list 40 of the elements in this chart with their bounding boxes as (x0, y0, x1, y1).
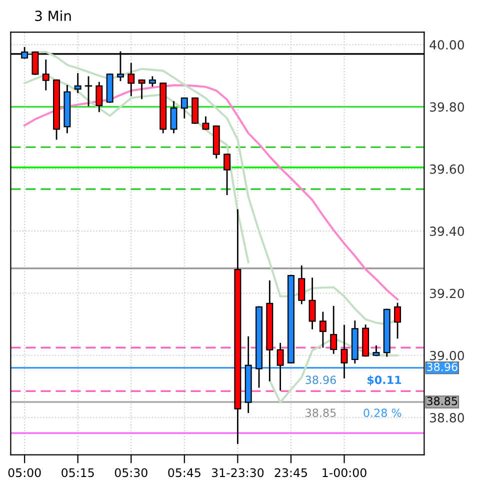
x-tick-label: 1-00:00 (322, 468, 366, 478)
annotation: $0.11 (368, 375, 402, 386)
y-tick-label: 39.20 (430, 288, 464, 298)
x-tick-label: 05:15 (62, 468, 94, 478)
candlestick (74, 73, 82, 94)
candlestick (308, 278, 316, 330)
candlestick (42, 59, 50, 90)
candlestick (224, 154, 231, 196)
annotation: 38.85 (306, 408, 336, 418)
chart-title: 3 Min (35, 10, 71, 22)
ref-line-label: 38.96 (427, 362, 458, 372)
x-tick-label: 05:45 (168, 468, 200, 478)
y-tick-label: 39.80 (430, 102, 464, 112)
candlestick (298, 266, 306, 304)
annotation: 38.96 (306, 376, 336, 384)
y-tick-label: 39.40 (430, 226, 464, 236)
candlestick (276, 342, 284, 391)
candlestick (372, 345, 380, 356)
x-tick-label: 31-23:30 (212, 468, 264, 478)
y-tick-label: 38.80 (430, 413, 464, 422)
candlestick (180, 97, 188, 118)
candlestick (330, 306, 338, 354)
candlestick (138, 79, 146, 100)
candlestick (394, 302, 402, 339)
candlestick (202, 116, 210, 130)
annotation: 0.28 % (364, 408, 402, 418)
x-tick-label: 05:00 (8, 468, 41, 478)
candlestick (128, 62, 135, 96)
candlestick (319, 312, 326, 348)
candlestick (96, 82, 103, 112)
line-series (24, 84, 399, 300)
candlestick (340, 324, 348, 378)
y-tick-label: 39.60 (430, 164, 464, 174)
x-tick-label: 23:45 (274, 468, 307, 478)
y-tick-label: 40.00 (430, 40, 464, 50)
x-tick-label: 05:30 (114, 468, 148, 478)
candlestick (170, 101, 178, 134)
y-tick-label: 39.00 (430, 350, 464, 360)
candlestick (148, 76, 156, 87)
ref-line-label: 38.85 (427, 396, 458, 406)
